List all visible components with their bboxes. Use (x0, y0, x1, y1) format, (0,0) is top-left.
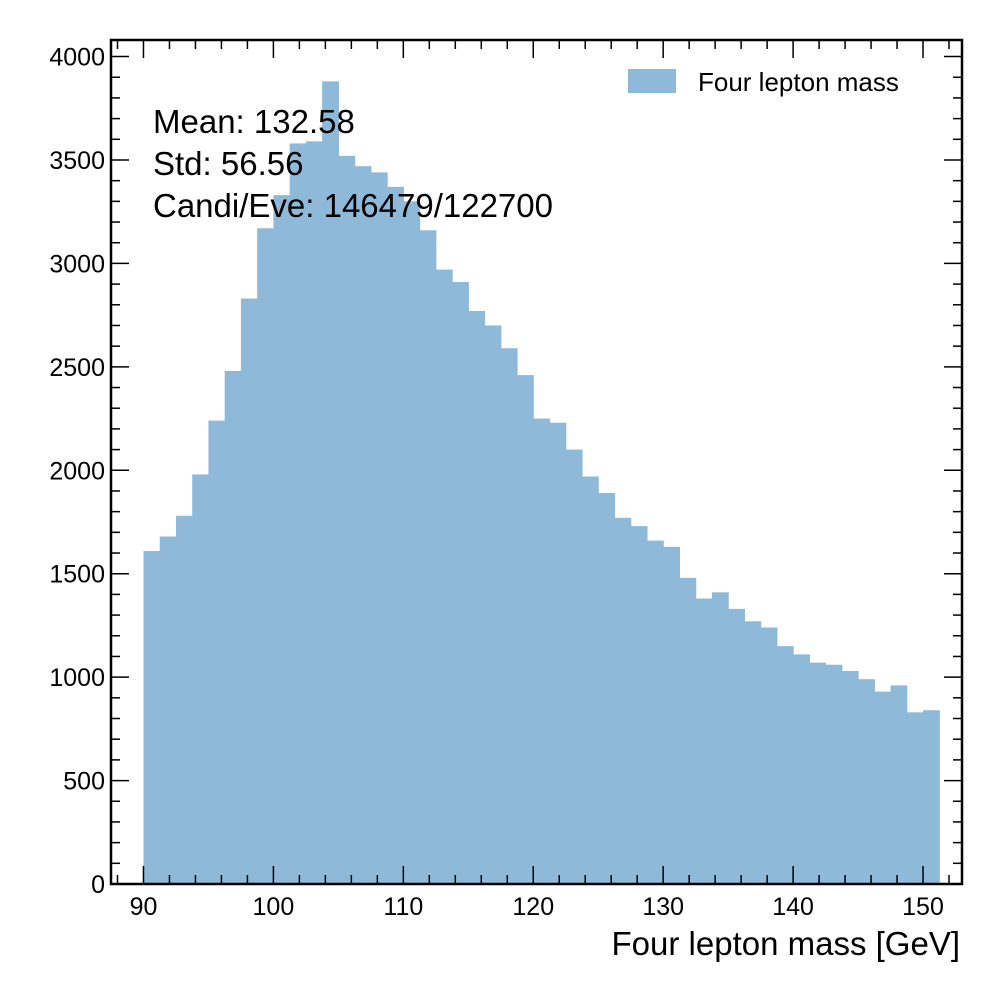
annotation-mean: Mean: 132.58 (153, 103, 355, 140)
histogram-bar (322, 81, 339, 884)
histogram-bars (143, 81, 940, 885)
histogram-bar (646, 540, 664, 884)
y-tick-label: 2000 (49, 457, 105, 485)
histogram-bar (240, 298, 258, 884)
histogram-bar (403, 201, 421, 885)
histogram-bar (565, 449, 583, 884)
y-tick-label: 4000 (49, 44, 105, 72)
annotation-std: Std: 56.56 (153, 145, 303, 182)
histogram-bar (760, 627, 778, 884)
legend-swatch (628, 69, 676, 93)
histogram-bar (370, 172, 388, 884)
histogram-bar (289, 143, 307, 884)
annotation-candidates-events: Candi/Eve: 146479/122700 (153, 187, 553, 224)
legend: Four lepton mass (628, 67, 899, 97)
x-tick-label: 100 (253, 893, 295, 921)
histogram-bar (533, 418, 551, 884)
legend-label: Four lepton mass (698, 67, 899, 97)
histogram-bar (305, 141, 323, 885)
histogram-bar (858, 679, 875, 884)
x-axis-title: Four lepton mass [GeV] (612, 925, 960, 962)
x-tick-label: 130 (642, 893, 684, 921)
histogram-bar (338, 155, 356, 884)
histogram-bar (484, 325, 502, 884)
histogram-bar (468, 310, 486, 884)
histogram-bar (419, 230, 437, 884)
y-tick-label: 500 (63, 768, 105, 796)
histogram-bar (614, 517, 632, 884)
histogram-bar (874, 691, 892, 884)
histogram-bar (630, 526, 648, 884)
annotation-block: Mean: 132.58 Std: 56.56 Candi/Eve: 14647… (153, 103, 553, 224)
y-tick-label: 1500 (49, 561, 105, 589)
histogram-bar (744, 621, 762, 884)
histogram-bar (728, 608, 745, 884)
histogram-bar (776, 646, 794, 884)
histogram-bar (581, 476, 599, 884)
y-tick-label: 0 (91, 871, 105, 899)
histogram-bar (452, 282, 469, 884)
histogram-bar (435, 269, 453, 884)
histogram-bar (598, 493, 616, 884)
histogram-bar (695, 598, 713, 884)
x-tick-label: 90 (130, 893, 158, 921)
plot-frame (109, 38, 964, 886)
histogram-bar (711, 592, 729, 884)
histogram-bar (549, 422, 567, 884)
histogram-bar (273, 195, 291, 884)
histogram-bar (175, 515, 193, 884)
histogram-bar (890, 685, 908, 884)
x-tick-label: 110 (383, 893, 423, 921)
y-tick-label: 3000 (49, 250, 105, 278)
histogram-bar (906, 712, 924, 884)
x-tick-label: 120 (512, 893, 554, 921)
histogram-bar (825, 664, 843, 884)
histogram-bar (663, 546, 681, 884)
histogram-bar (517, 375, 534, 884)
histogram-bar (208, 420, 226, 884)
histogram-bar (923, 710, 940, 884)
histogram-bar (809, 662, 827, 884)
x-tick-label: 140 (772, 893, 814, 921)
histogram-bar (143, 550, 161, 884)
histogram-bar (793, 654, 810, 884)
histogram-bar (387, 186, 404, 884)
histogram-bar (500, 348, 518, 885)
y-tick-label: 3500 (49, 147, 105, 175)
histogram-bar (841, 670, 859, 884)
histogram-bar (224, 370, 242, 885)
x-tick-label: 150 (902, 893, 944, 921)
tick-labels: 90 100 110 120 130 140 15005001000150020002500… (49, 44, 944, 921)
y-tick-label: 1000 (49, 664, 105, 692)
histogram-bar (354, 166, 372, 884)
histogram-bar (159, 536, 177, 884)
histogram-bar (192, 474, 210, 884)
y-tick-label: 2500 (49, 354, 105, 382)
histogram-bar (257, 228, 275, 884)
histogram-bar (679, 577, 697, 884)
